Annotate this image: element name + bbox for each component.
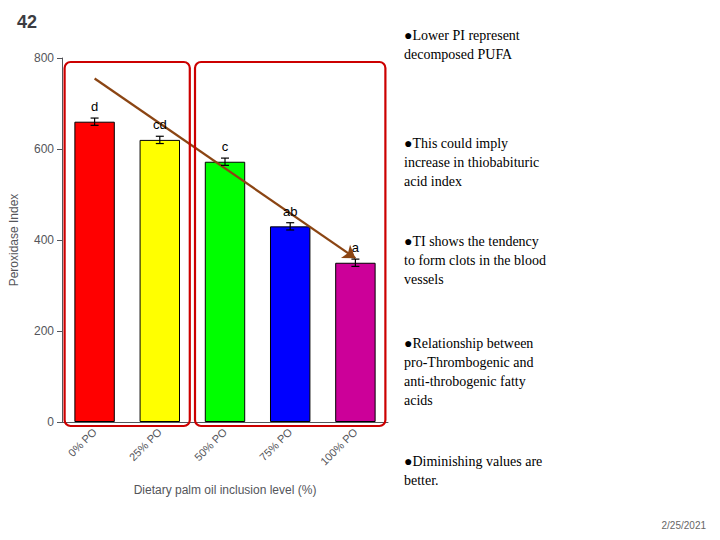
svg-text:50% PO: 50% PO (192, 425, 230, 463)
svg-text:200: 200 (34, 324, 54, 338)
svg-text:0: 0 (47, 415, 54, 429)
svg-text:anti-throbogenic fatty: anti-throbogenic fatty (404, 374, 526, 389)
svg-text:800: 800 (34, 51, 54, 65)
svg-text:Dietary palm oil inclusion lev: Dietary palm oil inclusion level (%) (134, 483, 317, 497)
svg-text:pro-Thrombogenic and: pro-Thrombogenic and (404, 355, 533, 370)
svg-text:acid index: acid index (404, 174, 462, 189)
svg-text:a: a (352, 240, 360, 255)
svg-text:100% PO: 100% PO (318, 425, 360, 467)
svg-text:2/25/2021: 2/25/2021 (662, 520, 707, 531)
svg-text:●This could imply: ●This could imply (404, 136, 508, 151)
svg-text:●Diminishing values are: ●Diminishing values are (404, 454, 542, 469)
svg-text:42: 42 (17, 12, 37, 32)
svg-text:●TI shows the tendency: ●TI shows the tendency (404, 234, 539, 249)
svg-text:25% PO: 25% PO (127, 425, 165, 463)
svg-text:d: d (91, 99, 98, 114)
svg-text:600: 600 (34, 142, 54, 156)
svg-text:decomposed PUFA: decomposed PUFA (404, 47, 513, 62)
svg-text:acids: acids (404, 393, 433, 408)
svg-text:●Relationship between: ●Relationship between (404, 336, 533, 351)
svg-text:75% PO: 75% PO (257, 425, 295, 463)
svg-text:to form clots in the blood: to form clots in the blood (404, 253, 546, 268)
svg-text:Peroxidase Index: Peroxidase Index (7, 194, 21, 287)
svg-text:400: 400 (34, 233, 54, 247)
svg-text:●Lower PI represent: ●Lower PI represent (404, 28, 520, 43)
svg-text:0% PO: 0% PO (66, 425, 99, 458)
svg-text:better.: better. (404, 473, 439, 488)
svg-text:increase in thiobabituric: increase in thiobabituric (404, 155, 539, 170)
svg-text:ab: ab (283, 204, 297, 219)
svg-text:vessels: vessels (404, 272, 444, 287)
svg-text:c: c (222, 139, 229, 154)
svg-text:cd: cd (153, 117, 167, 132)
